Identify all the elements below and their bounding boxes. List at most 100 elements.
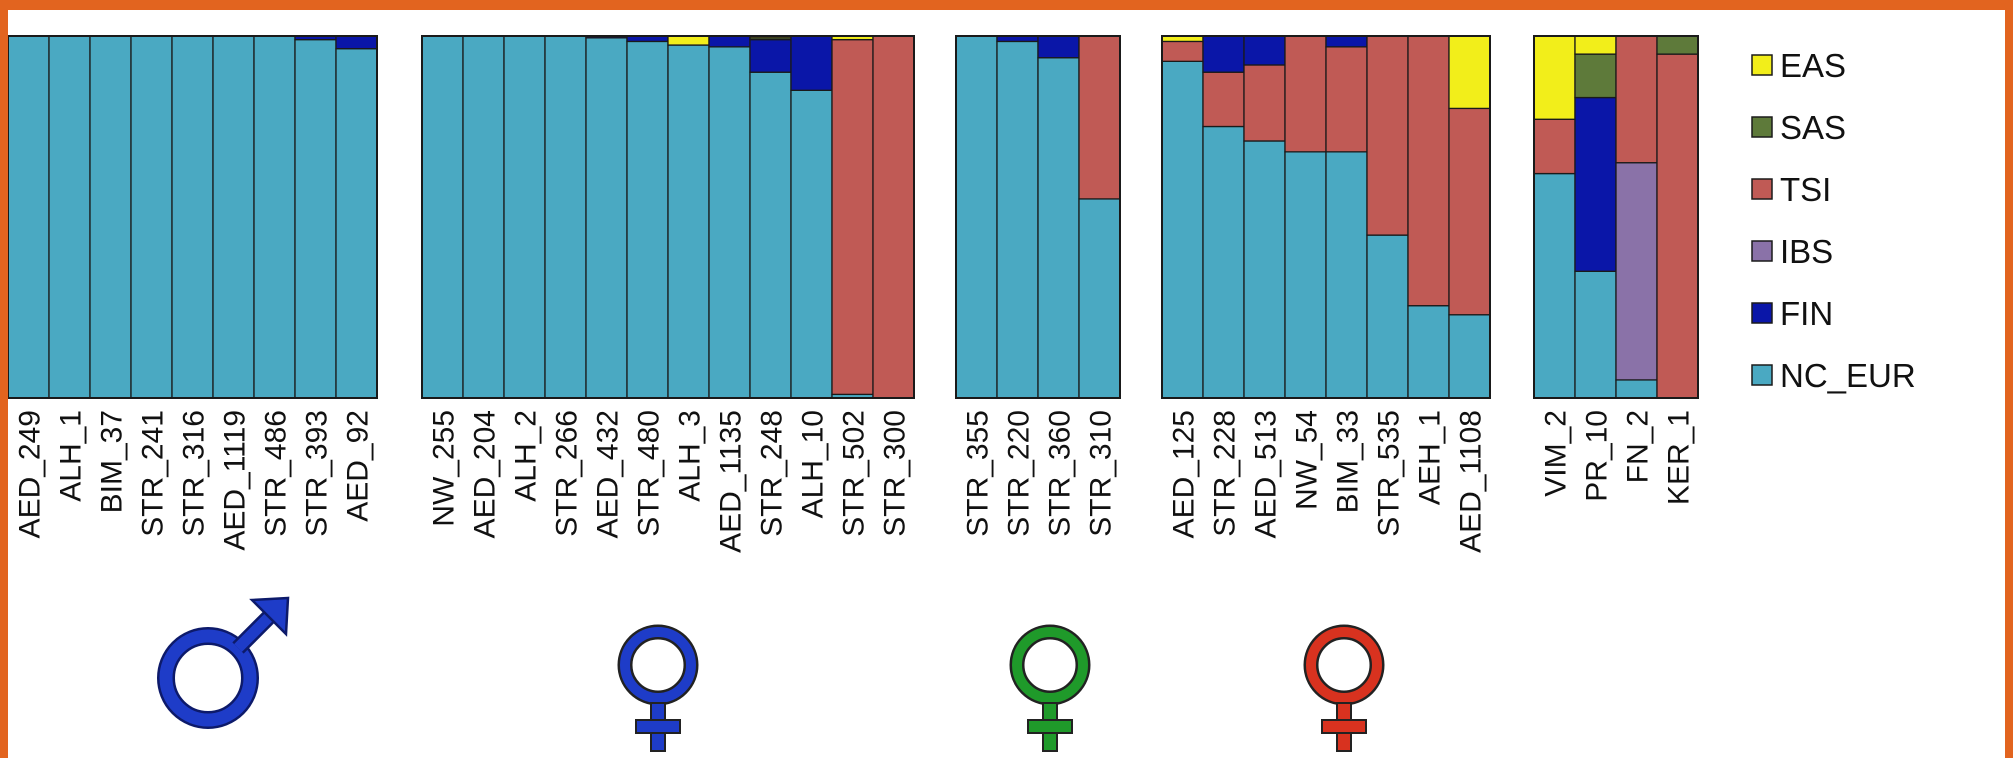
segment-NC_EUR bbox=[171, 35, 214, 399]
sample-bar-STR_486 bbox=[253, 35, 296, 399]
tick-label: ALH_1 bbox=[55, 410, 88, 502]
tick-label: AED_125 bbox=[1168, 410, 1201, 538]
tick-label: AED_1119 bbox=[219, 410, 252, 551]
sample-bar-AEH_1 bbox=[1407, 35, 1450, 399]
tick-label: STR_486 bbox=[260, 410, 293, 537]
segment-NC_EUR bbox=[1533, 172, 1576, 399]
female-symbol-icon bbox=[1009, 624, 1091, 752]
tick-label: ALH_2 bbox=[510, 410, 543, 502]
segment-EAS bbox=[1448, 35, 1491, 110]
segment-NC_EUR bbox=[585, 37, 628, 399]
legend-item-IBS: IBS bbox=[1751, 233, 1833, 270]
segment-NC_EUR bbox=[544, 35, 587, 399]
panel-2: NW_255 AED_204 ALH_2 STR_266 AED_432 STR_480 A… bbox=[421, 35, 915, 553]
segment-IBS bbox=[1615, 162, 1658, 381]
tick-label: STR_241 bbox=[137, 410, 170, 537]
segment-NC_EUR bbox=[1407, 305, 1450, 399]
segment-NC_EUR bbox=[1037, 57, 1080, 399]
tick-label: AED_432 bbox=[592, 410, 625, 538]
segment-FIN bbox=[708, 35, 751, 48]
sample-bar-NW_54 bbox=[1284, 35, 1327, 399]
segment-NC_EUR bbox=[1325, 151, 1368, 399]
segment-FIN bbox=[790, 35, 833, 91]
segment-NC_EUR bbox=[1615, 379, 1658, 399]
sample-bar-STR_241 bbox=[130, 35, 173, 399]
sample-bar-ALH_3 bbox=[667, 35, 710, 399]
segment-NC_EUR bbox=[1243, 140, 1286, 399]
female-symbol-icon bbox=[617, 624, 699, 752]
sample-bar-STR_266 bbox=[544, 35, 587, 399]
segment-NC_EUR bbox=[1202, 125, 1245, 399]
segment-TSI bbox=[1407, 35, 1450, 307]
segment-NC_EUR bbox=[89, 35, 132, 399]
segment-EAS bbox=[1574, 35, 1617, 55]
panel-border bbox=[8, 35, 378, 399]
male-symbol-icon bbox=[157, 596, 290, 729]
tick-label: STR_310 bbox=[1085, 410, 1118, 537]
panel-border bbox=[1533, 35, 1699, 399]
legend-label: FIN bbox=[1780, 295, 1833, 332]
tick-label: STR_535 bbox=[1373, 410, 1406, 537]
segment-TSI bbox=[1243, 64, 1286, 142]
tick-label: STR_228 bbox=[1209, 410, 1242, 537]
segment-TSI bbox=[1366, 35, 1409, 236]
sample-bar-ALH_1 bbox=[48, 35, 91, 399]
sample-bar-AED_204 bbox=[462, 35, 505, 399]
segment-SAS bbox=[1656, 35, 1699, 55]
tick-label: AED_204 bbox=[469, 410, 502, 538]
sample-bar-STR_310 bbox=[1078, 35, 1121, 399]
sample-bar-STR_360 bbox=[1037, 35, 1080, 399]
sample-bar-FN_2 bbox=[1615, 35, 1658, 399]
segment-NC_EUR bbox=[1161, 60, 1204, 399]
tick-label: NW_255 bbox=[428, 410, 461, 527]
tick-label: AED_513 bbox=[1250, 410, 1283, 538]
tick-label: STR_502 bbox=[838, 410, 871, 537]
female-symbol-icon bbox=[1303, 624, 1385, 752]
segment-TSI bbox=[1284, 35, 1327, 153]
sample-bar-STR_355 bbox=[955, 35, 998, 399]
tick-label: STR_316 bbox=[178, 410, 211, 537]
sample-bar-VIM_2 bbox=[1533, 35, 1576, 399]
sample-bar-AED_1135 bbox=[708, 35, 751, 399]
sample-bar-AED_1108 bbox=[1448, 35, 1491, 399]
tick-label: AEH_1 bbox=[1414, 410, 1447, 505]
sample-bar-AED_513 bbox=[1243, 35, 1286, 399]
segment-NC_EUR bbox=[667, 44, 710, 399]
legend-item-NC_EUR: NC_EUR bbox=[1751, 357, 1916, 394]
segment-TSI bbox=[1325, 46, 1368, 153]
chart-panels: AED_249 ALH_1 BIM_37 STR_241 STR_316 AED_1119… bbox=[8, 35, 1699, 553]
tick-label: VIM_2 bbox=[1540, 410, 1573, 497]
tick-label: NW_54 bbox=[1291, 410, 1324, 510]
sample-bar-STR_393 bbox=[294, 35, 337, 399]
segment-TSI bbox=[1448, 107, 1491, 316]
segment-FIN bbox=[749, 38, 792, 73]
tick-label: STR_220 bbox=[1003, 410, 1036, 537]
segment-NC_EUR bbox=[503, 35, 546, 399]
segment-NC_EUR bbox=[294, 38, 337, 399]
sample-bar-STR_248 bbox=[749, 35, 792, 399]
sample-bar-PR_10 bbox=[1574, 35, 1617, 399]
tick-label: ALH_3 bbox=[674, 410, 707, 502]
segment-FIN bbox=[335, 35, 378, 50]
segment-NC_EUR bbox=[130, 35, 173, 399]
segment-NC_EUR bbox=[1078, 198, 1121, 399]
segment-EAS bbox=[667, 35, 710, 46]
panel-1: AED_249 ALH_1 BIM_37 STR_241 STR_316 AED_1119… bbox=[8, 35, 378, 551]
segment-TSI bbox=[1161, 40, 1204, 62]
panel-4: AED_125 STR_228 AED_513 NW_54 BIM_33 STR_535 A… bbox=[1161, 35, 1491, 553]
sample-bar-BIM_37 bbox=[89, 35, 132, 399]
sample-bar-ALH_2 bbox=[503, 35, 546, 399]
tick-label: AED_92 bbox=[342, 410, 375, 522]
tick-label: BIM_33 bbox=[1332, 410, 1365, 513]
tick-label: AED_1135 bbox=[715, 410, 748, 553]
sample-bar-STR_316 bbox=[171, 35, 214, 399]
figure-frame: AED_249 ALH_1 BIM_37 STR_241 STR_316 AED_1119… bbox=[8, 10, 2005, 758]
tick-label: STR_355 bbox=[962, 410, 995, 537]
sample-bar-BIM_33 bbox=[1325, 35, 1368, 399]
tick-label: STR_393 bbox=[301, 410, 334, 537]
tick-label: STR_480 bbox=[633, 410, 666, 537]
segment-TSI bbox=[1615, 35, 1658, 164]
segment-EAS bbox=[1533, 35, 1576, 120]
segment-NC_EUR bbox=[462, 35, 505, 399]
segment-NC_EUR bbox=[749, 71, 792, 399]
